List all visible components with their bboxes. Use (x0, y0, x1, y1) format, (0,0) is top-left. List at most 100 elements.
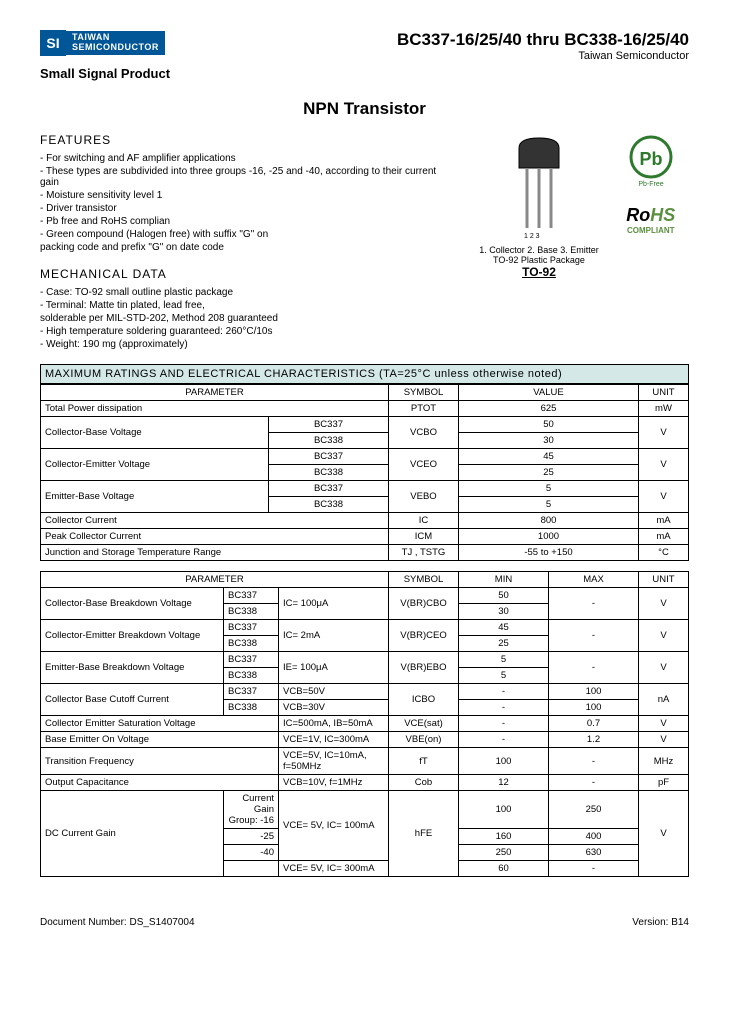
cell: IC= 2mA (279, 620, 389, 652)
feature-item: - Pb free and RoHS complian (40, 216, 449, 227)
cell: BC338 (269, 433, 389, 449)
cell: V (639, 791, 689, 877)
cell: 12 (459, 775, 549, 791)
cell: Collector Emitter Saturation Voltage (41, 716, 279, 732)
cell: - (549, 748, 639, 775)
col-parameter: PARAMETER (41, 385, 389, 401)
cell: VCE= 5V, IC= 300mA (279, 861, 389, 877)
cell: 800 (459, 513, 639, 529)
cell: Collector-Base Voltage (41, 417, 269, 449)
page-footer: Document Number: DS_S1407004 Version: B1… (40, 917, 689, 928)
feature-item: - These types are subdivided into three … (40, 166, 449, 188)
cell: V (639, 417, 689, 449)
pinout-label: 1. Collector 2. Base 3. Emitter (479, 245, 599, 255)
cell: VEBO (389, 481, 459, 513)
mechanical-item: - Case: TO-92 small outline plastic pack… (40, 287, 449, 298)
package-link[interactable]: TO-92 (479, 265, 599, 279)
cell: 625 (459, 401, 639, 417)
cell: 250 (549, 791, 639, 829)
cell: VCE(sat) (389, 716, 459, 732)
package-block: 1 2 3 1. Collector 2. Base 3. Emitter TO… (479, 133, 599, 279)
table-row: Collector-Base Voltage BC337 VCBO 50 V (41, 417, 689, 433)
mechanical-heading: MECHANICAL DATA (40, 267, 449, 281)
cell: Junction and Storage Temperature Range (41, 545, 389, 561)
part-number-title: BC337-16/25/40 thru BC338-16/25/40 (397, 30, 689, 50)
feature-item: - Moisture sensitivity level 1 (40, 190, 449, 201)
cell: 45 (459, 449, 639, 465)
cell: VCB=10V, f=1MHz (279, 775, 389, 791)
cell: pF (639, 775, 689, 791)
col-symbol: SYMBOL (389, 572, 459, 588)
table-row: DC Current Gain Current Gain Group: -16 … (41, 791, 689, 829)
cell: - (549, 652, 639, 684)
cell: 100 (459, 791, 549, 829)
svg-text:Pb-Free: Pb-Free (638, 181, 663, 188)
cell: Emitter-Base Breakdown Voltage (41, 652, 224, 684)
company-logo: SI TAIWAN SEMICONDUCTOR (40, 30, 165, 56)
table-row: Collector-Emitter Breakdown Voltage BC33… (41, 620, 689, 636)
cell: 100 (549, 684, 639, 700)
col-symbol: SYMBOL (389, 385, 459, 401)
cell: mW (639, 401, 689, 417)
mechanical-item: solderable per MIL-STD-202, Method 208 g… (40, 313, 449, 324)
cell: mA (639, 529, 689, 545)
cell: V (639, 620, 689, 652)
cell: Base Emitter On Voltage (41, 732, 279, 748)
cell: 25 (459, 465, 639, 481)
cell: - (459, 732, 549, 748)
cell: 50 (459, 417, 639, 433)
cell: - (459, 716, 549, 732)
cell: 30 (459, 604, 549, 620)
cell: DC Current Gain (41, 791, 224, 877)
mechanical-item: - High temperature soldering guaranteed:… (40, 326, 449, 337)
table-row: Junction and Storage Temperature Range T… (41, 545, 689, 561)
feature-item: packing code and prefix "G" on date code (40, 242, 449, 253)
cell: BC338 (269, 497, 389, 513)
cell: -40 (224, 845, 279, 861)
cell: BC338 (224, 668, 279, 684)
package-name: TO-92 Plastic Package (479, 255, 599, 265)
cell: V(BR)CEO (389, 620, 459, 652)
cell: VCB=30V (279, 700, 389, 716)
cell: - (459, 700, 549, 716)
cell: Output Capacitance (41, 775, 279, 791)
cell: Collector-Emitter Breakdown Voltage (41, 620, 224, 652)
cell: VBE(on) (389, 732, 459, 748)
cell: 60 (459, 861, 549, 877)
cell: Emitter-Base Voltage (41, 481, 269, 513)
company-name: Taiwan Semiconductor (397, 50, 689, 62)
cell: - (549, 620, 639, 652)
svg-text:Pb: Pb (639, 149, 662, 169)
cell: 160 (459, 829, 549, 845)
cell: V (639, 481, 689, 513)
cell: - (549, 861, 639, 877)
cell: - (459, 684, 549, 700)
cell: ICBO (389, 684, 459, 716)
cell: V (639, 652, 689, 684)
cell: IC= 100μA (279, 588, 389, 620)
cell: BC337 (269, 449, 389, 465)
pb-free-badge-icon: Pb Pb-Free (623, 133, 679, 189)
compliance-badges: Pb Pb-Free RoHS COMPLIANT (623, 133, 679, 235)
cell: 630 (549, 845, 639, 861)
table-row: Base Emitter On Voltage VCE=1V, IC=300mA… (41, 732, 689, 748)
cell: nA (639, 684, 689, 716)
cell: 25 (459, 636, 549, 652)
cell: VCBO (389, 417, 459, 449)
logo-text: TAIWAN SEMICONDUCTOR (66, 31, 165, 55)
cell: BC337 (224, 652, 279, 668)
table1-title: MAXIMUM RATINGS AND ELECTRICAL CHARACTER… (40, 364, 689, 384)
cell: BC338 (224, 604, 279, 620)
logo-mark: SI (40, 30, 66, 56)
cell: BC337 (269, 481, 389, 497)
cell: V (639, 449, 689, 481)
max-ratings-table: PARAMETER SYMBOL VALUE UNIT Total Power … (40, 384, 689, 561)
cell: Transition Frequency (41, 748, 279, 775)
cell (224, 861, 279, 877)
table-row: Collector Current IC 800 mA (41, 513, 689, 529)
table-row: Emitter-Base Breakdown Voltage BC337 IE=… (41, 652, 689, 668)
col-unit: UNIT (639, 385, 689, 401)
rohs-compliant-label: COMPLIANT (626, 226, 675, 235)
cell: VCE= 5V, IC= 100mA (279, 791, 389, 861)
intro-columns: FEATURES - For switching and AF amplifie… (40, 133, 689, 352)
